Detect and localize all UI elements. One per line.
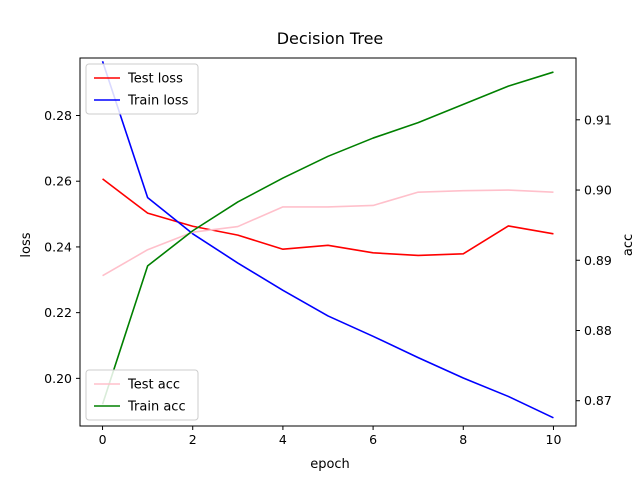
x-tick-label: 6 xyxy=(369,432,377,447)
y-left-tick-label: 0.26 xyxy=(44,174,72,189)
plot-area: 0 2 4 6 8 10 0.20 0.22 0.24 0.26 0.28 0.87 0.88 0.89 0… xyxy=(44,57,612,447)
x-tick-label: 0 xyxy=(99,432,107,447)
y-right-tick-label: 0.91 xyxy=(584,112,612,127)
plot-frame xyxy=(79,57,577,427)
legend-box-lower-left xyxy=(85,369,199,421)
y-right-tick-label: 0.90 xyxy=(584,183,612,198)
legend-label-test-acc: Test acc xyxy=(127,378,180,393)
series-line-train-loss xyxy=(101,61,554,419)
y-right-tick-label: 0.88 xyxy=(584,323,612,338)
legend-label-test-loss: Test loss xyxy=(127,72,183,87)
legend-box-upper-left xyxy=(85,63,199,115)
y-left-tick-label: 0.22 xyxy=(44,305,72,320)
x-tick-label: 10 xyxy=(546,432,562,447)
series-line-test-acc xyxy=(102,189,554,277)
x-axis-label: epoch xyxy=(310,457,350,472)
y-right-axis-label: acc xyxy=(621,234,636,256)
y-right-tick-label: 0.89 xyxy=(584,253,612,268)
legend-label-train-loss: Train loss xyxy=(127,94,189,109)
chart-title: Decision Tree xyxy=(277,29,384,48)
y-left-axis-label: loss xyxy=(19,232,34,257)
y-right-tick-label: 0.87 xyxy=(584,393,612,408)
x-tick-label: 8 xyxy=(459,432,467,447)
y-left-tick-label: 0.20 xyxy=(44,371,72,386)
legend-label-train-acc: Train acc xyxy=(127,400,186,415)
x-tick-label: 4 xyxy=(279,432,287,447)
y-left-tick-label: 0.24 xyxy=(44,239,72,254)
series-line-train-acc xyxy=(101,71,554,405)
y-left-tick-label: 0.28 xyxy=(44,108,72,123)
x-tick-label: 2 xyxy=(189,432,197,447)
